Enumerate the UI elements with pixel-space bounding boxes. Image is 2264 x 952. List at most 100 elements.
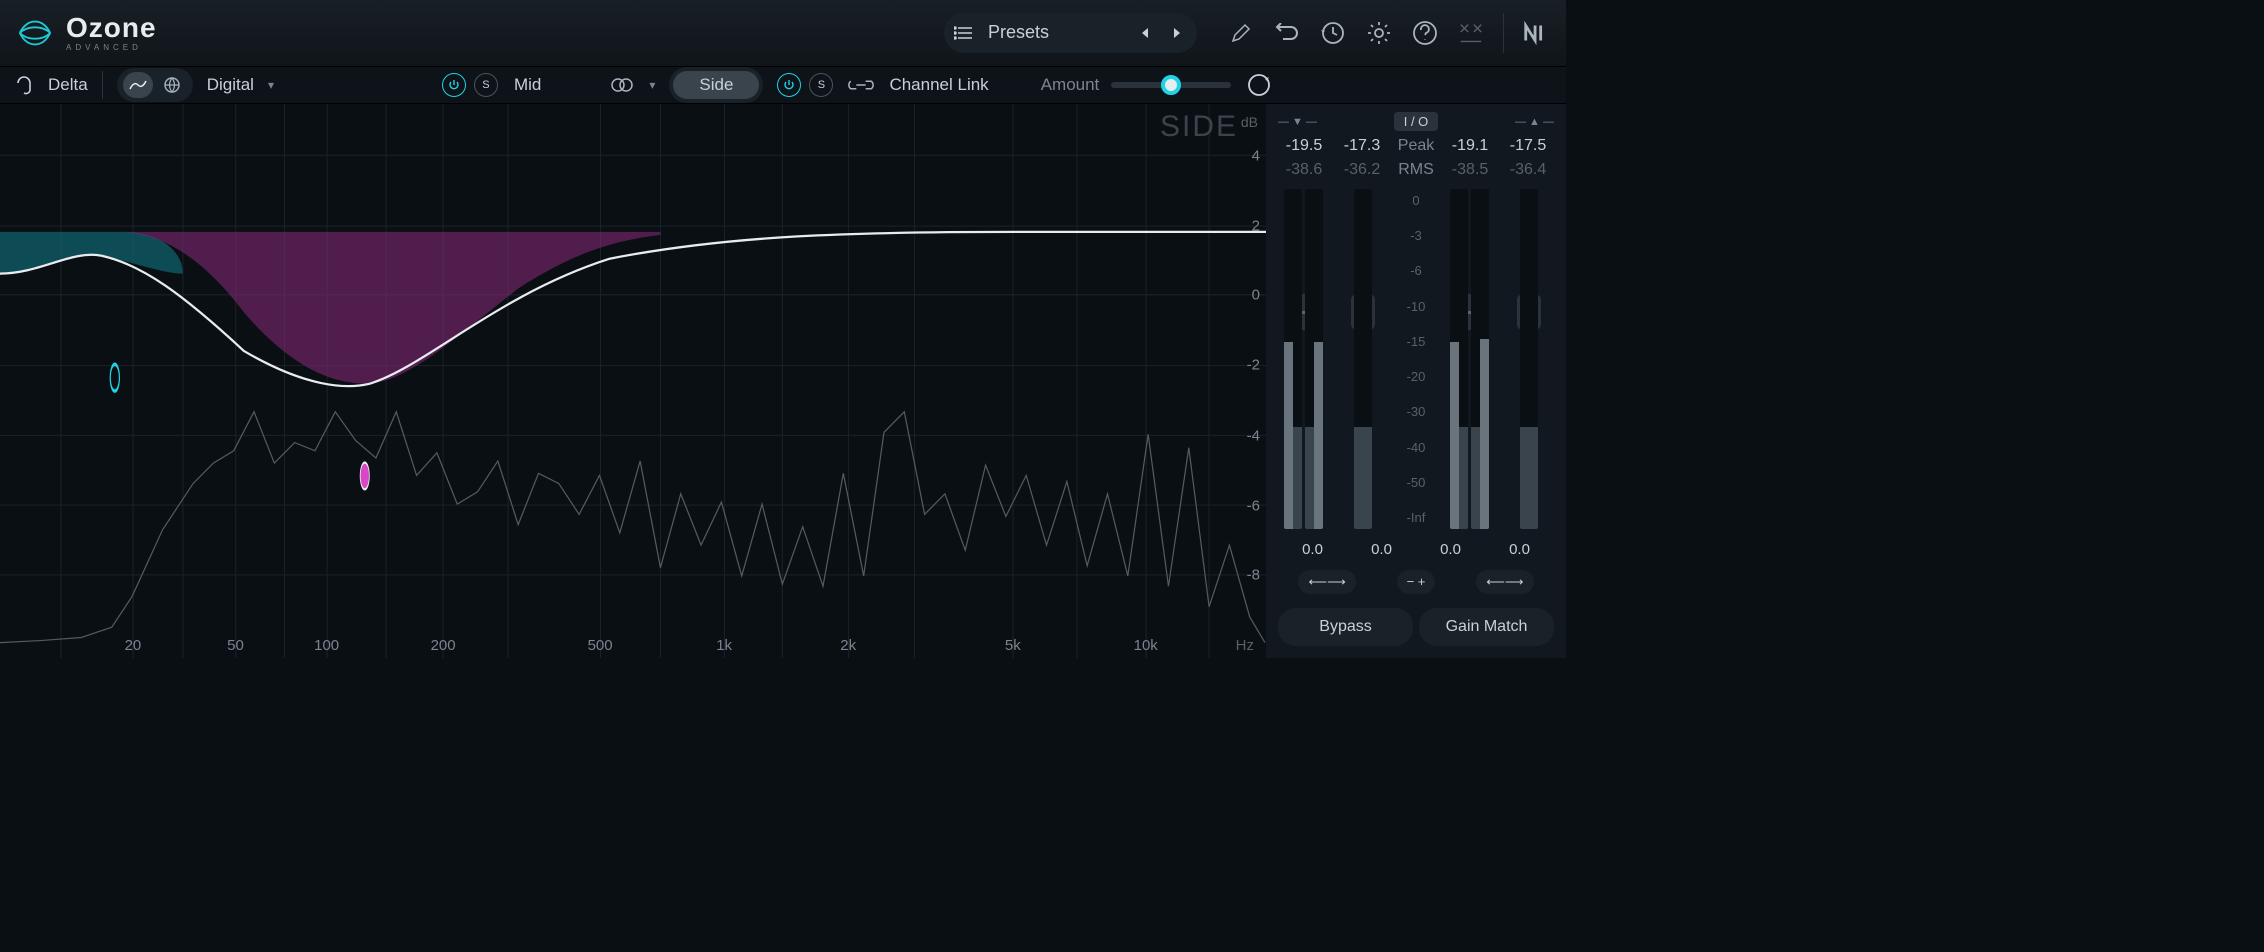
x-tick: 5k (1005, 637, 1021, 654)
history-icon[interactable] (1319, 19, 1347, 47)
rms-in-r: -36.2 (1336, 161, 1388, 179)
input-meter-l-pair (1278, 189, 1329, 529)
input-meter-r-pair (1337, 189, 1388, 529)
scale-tick: -20 (1396, 369, 1436, 384)
fader-value-4: 0.0 (1509, 541, 1530, 558)
output-meter-l-pair (1444, 189, 1495, 529)
bypass-button[interactable]: Bypass (1278, 608, 1413, 646)
hz-unit-label: Hz (1236, 637, 1254, 654)
output-meter-r-pair (1503, 189, 1554, 529)
eq-mode-dropdown[interactable]: Digital ▾ (207, 75, 274, 95)
stereo-mode-icon[interactable] (609, 76, 635, 94)
y-tick: 0 (1252, 287, 1260, 304)
mid-power-button[interactable] (442, 73, 466, 97)
header: Ozone ADVANCED Presets (0, 0, 1566, 67)
meters-panel: — ▼ — I / O — ▲ — -19.5 -17.3 Peak -19.1… (1266, 104, 1566, 658)
listen-icon[interactable] (14, 73, 34, 97)
eq-mode-label: Digital (207, 75, 254, 95)
amount-slider[interactable] (1111, 82, 1231, 88)
help-icon[interactable] (1411, 19, 1439, 47)
edit-icon[interactable] (1227, 19, 1255, 47)
x-tick: 200 (431, 637, 456, 654)
peak-out-r: -17.5 (1502, 137, 1554, 155)
rms-out-r: -36.4 (1502, 161, 1554, 179)
io-badge[interactable]: I / O (1394, 112, 1439, 131)
undo-icon[interactable] (1273, 19, 1301, 47)
preset-list-icon (954, 26, 972, 40)
center-link-button[interactable]: − + (1397, 570, 1436, 594)
collapse-right-icon[interactable]: — ▲ — (1515, 116, 1554, 128)
mid-side-toggle[interactable]: Side (669, 67, 763, 103)
input-link-button[interactable]: ⟵⟶ (1298, 570, 1355, 594)
x-tick: 500 (588, 637, 613, 654)
db-unit-label: dB (1241, 114, 1258, 130)
x-tick: 100 (314, 637, 339, 654)
side-solo-button[interactable]: S (809, 73, 833, 97)
reset-button[interactable] (1245, 71, 1273, 99)
logo: Ozone ADVANCED (16, 14, 157, 52)
scale-tick: -3 (1396, 228, 1436, 243)
meter-scale: 0-3-6-10-15-20-30-40-50-Inf (1396, 189, 1436, 529)
peak-in-r: -17.3 (1336, 137, 1388, 155)
gain-match-button[interactable]: Gain Match (1419, 608, 1554, 646)
toolbar: Delta Digital ▾ S Mid ▾ Side S Channel L… (0, 67, 1566, 104)
fader-value-2: 0.0 (1371, 541, 1392, 558)
izotope-logo-icon[interactable] (1522, 19, 1550, 47)
stereo-mode-chevron-icon[interactable]: ▾ (649, 78, 655, 92)
amount-label: Amount (1041, 75, 1100, 95)
scale-tick: 0 (1396, 193, 1436, 208)
y-tick: -2 (1247, 357, 1260, 374)
rms-in-l: -38.6 (1278, 161, 1330, 179)
x-tick: 2k (840, 637, 856, 654)
chevron-down-icon: ▾ (268, 78, 274, 92)
mid-channel-group: S Mid (442, 73, 541, 97)
preset-next-button[interactable] (1169, 24, 1187, 42)
y-tick: 4 (1252, 148, 1260, 165)
brand-subtitle: ADVANCED (66, 44, 157, 52)
channel-indicator: SIDE (1160, 110, 1238, 144)
delta-label: Delta (48, 75, 88, 95)
brand-name: Ozone (66, 14, 157, 42)
presets-selector[interactable]: Presets (944, 13, 1197, 53)
fader-value-3: 0.0 (1440, 541, 1461, 558)
view-mode-toggle[interactable] (117, 68, 193, 102)
side-option[interactable]: Side (673, 71, 759, 99)
x-tick: 20 (125, 637, 142, 654)
channel-link-label: Channel Link (889, 75, 988, 95)
brand-logo-icon (16, 14, 54, 52)
side-channel-group: S (777, 73, 833, 97)
peak-label: Peak (1394, 137, 1438, 155)
side-power-button[interactable] (777, 73, 801, 97)
scale-tick: -30 (1396, 404, 1436, 419)
eq-node-1[interactable] (110, 364, 119, 391)
channel-link-icon[interactable] (847, 76, 875, 94)
amount-control: Amount (1041, 75, 1232, 95)
x-tick: 50 (227, 637, 244, 654)
settings-icon[interactable] (1365, 19, 1393, 47)
global-view-icon[interactable] (157, 72, 187, 98)
presets-label: Presets (988, 22, 1049, 43)
preset-prev-button[interactable] (1135, 24, 1153, 42)
fader-value-1: 0.0 (1302, 541, 1323, 558)
peak-in-l: -19.5 (1278, 137, 1330, 155)
rms-out-l: -38.5 (1444, 161, 1496, 179)
scale-tick: -50 (1396, 475, 1436, 490)
y-tick: 2 (1252, 217, 1260, 234)
y-tick: -8 (1247, 567, 1260, 584)
toolbar-divider (102, 71, 103, 99)
amount-thumb[interactable] (1161, 75, 1181, 95)
curve-view-icon[interactable] (123, 72, 153, 98)
y-tick: -4 (1247, 427, 1260, 444)
scale-tick: -40 (1396, 440, 1436, 455)
zoom-icon[interactable] (1457, 19, 1485, 47)
scale-tick: -15 (1396, 334, 1436, 349)
mid-solo-button[interactable]: S (474, 73, 498, 97)
scale-tick: -Inf (1396, 510, 1436, 525)
header-divider (1503, 13, 1504, 53)
eq-display[interactable]: SIDE dB Hz 420-2-4-6-8 20501002005001k2k… (0, 104, 1266, 658)
y-tick: -6 (1247, 497, 1260, 514)
output-link-button[interactable]: ⟵⟶ (1476, 570, 1533, 594)
collapse-left-icon[interactable]: — ▼ — (1278, 116, 1317, 128)
eq-node-2[interactable] (360, 463, 369, 490)
scale-tick: -10 (1396, 299, 1436, 314)
